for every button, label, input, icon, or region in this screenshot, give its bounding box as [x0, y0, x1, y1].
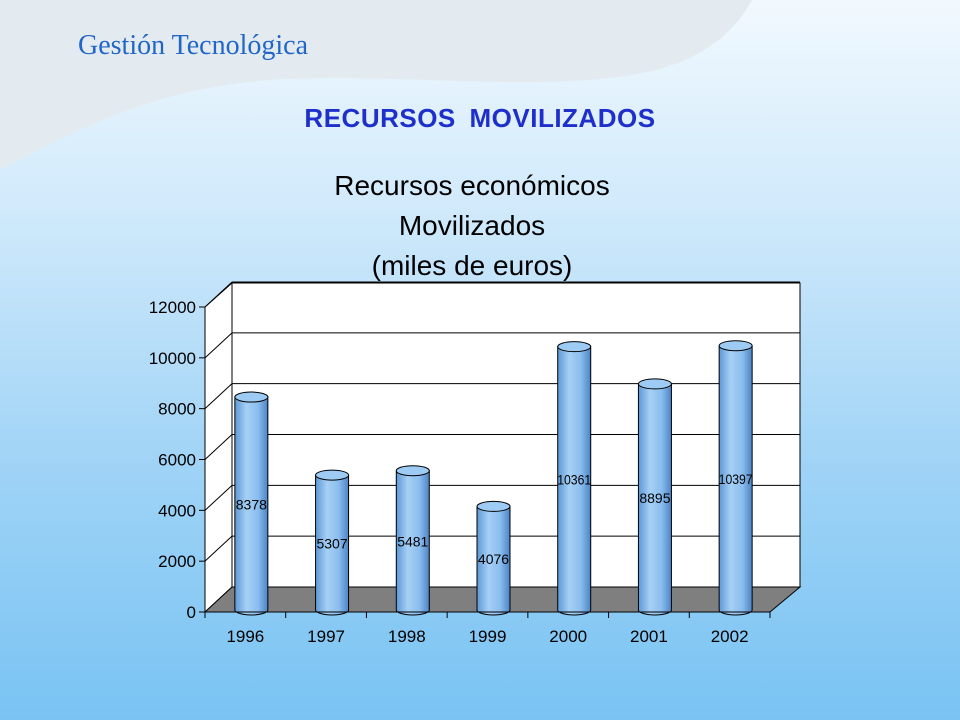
- gridline-side: [204, 281, 233, 308]
- bar: [718, 345, 753, 616]
- chart-title-line1: Recursos económicos Movilizados: [334, 170, 610, 241]
- chart-bars: [234, 340, 753, 616]
- bar-top: [395, 465, 430, 477]
- x-tick-label: 2000: [549, 627, 587, 646]
- y-tick-label: 6000: [158, 451, 196, 470]
- data-label: 10397: [719, 471, 753, 487]
- y-tick-label: 0: [187, 603, 196, 622]
- gridline-side: [204, 484, 233, 511]
- gridline-side: [204, 535, 233, 562]
- bar: [395, 470, 430, 616]
- bar-top: [476, 500, 511, 512]
- y-tick-label: 8000: [158, 400, 196, 419]
- data-label: 8895: [639, 490, 670, 506]
- bar-top: [718, 340, 753, 352]
- gridline-side: [204, 434, 233, 460]
- y-tick-label: 10000: [149, 349, 196, 368]
- chart-gridlines: [204, 281, 800, 562]
- header-title: Gestión Tecnológica: [78, 30, 309, 61]
- bar-top: [557, 341, 592, 353]
- gridline-side: [204, 383, 233, 410]
- x-tick-label: 1999: [469, 627, 507, 646]
- x-tick-label: 2002: [711, 627, 749, 646]
- data-label: 10361: [557, 471, 591, 487]
- slide-title: RECURSOS MOVILIZADOS: [304, 103, 656, 133]
- bar: [476, 505, 511, 616]
- gridline-side: [204, 332, 233, 359]
- chart-axes: [199, 306, 771, 618]
- chart-labels: 0 2000 4000 6000 8000 10000 12000 8378 1996 5307 1…: [149, 298, 753, 646]
- x-tick-label: 1996: [226, 627, 264, 646]
- y-tick-label: 4000: [158, 501, 196, 520]
- bar: [557, 346, 592, 616]
- chart-title: Recursos económicos Movilizados (miles d…: [262, 166, 682, 286]
- y-tick-label: 2000: [158, 552, 196, 571]
- bar-top: [234, 391, 269, 403]
- data-label: 5307: [316, 536, 347, 552]
- bar-top: [315, 469, 350, 481]
- x-tick-label: 1998: [388, 627, 426, 646]
- x-tick-label: 1997: [307, 627, 345, 646]
- data-label: 8378: [236, 497, 267, 513]
- bar-top: [637, 378, 672, 390]
- x-tick-label: 2001: [630, 627, 668, 646]
- bar: [315, 474, 350, 616]
- bar: [234, 396, 269, 616]
- data-label: 5481: [397, 533, 428, 549]
- y-tick-label: 12000: [149, 298, 196, 317]
- chart-title-line2: (miles de euros): [371, 250, 573, 281]
- bar: [637, 383, 672, 616]
- data-label: 4076: [478, 551, 509, 567]
